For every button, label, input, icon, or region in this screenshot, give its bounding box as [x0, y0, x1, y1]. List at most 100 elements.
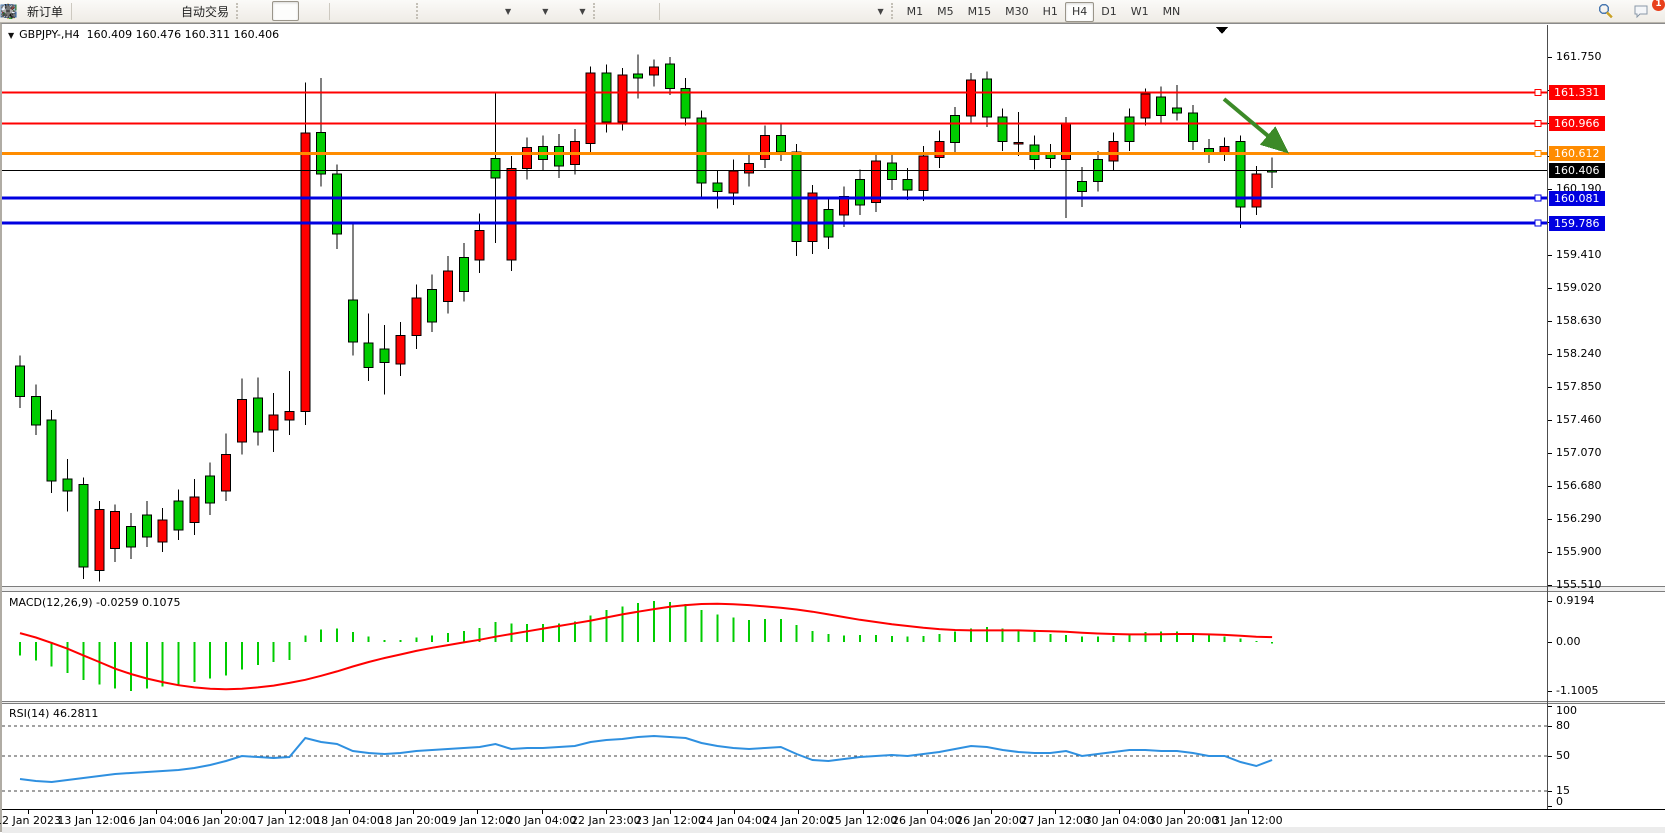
text-button[interactable]: A — [4, 1, 825, 21]
candlestick-icon — [2, 3, 294, 19]
price-level-badge: 160.612 — [1549, 145, 1605, 161]
rsi-panel[interactable] — [2, 704, 1547, 809]
period-button[interactable]: ▼ — [0, 1, 553, 21]
axis-tick — [1548, 584, 1552, 586]
timeframe-h1[interactable]: H1 — [1042, 5, 1058, 19]
toolbar-grip[interactable] — [890, 3, 896, 19]
toolbar-grip[interactable] — [416, 3, 421, 19]
timeframe-m15[interactable]: M15 — [967, 5, 992, 19]
add-indicator-button[interactable]: ▼ — [0, 1, 516, 21]
dropdown-caret: ▼ — [877, 6, 884, 16]
axis-tick — [1548, 518, 1552, 520]
svg-text:F: F — [11, 13, 15, 19]
axis-tick — [1548, 806, 1552, 807]
toolbar-grip[interactable] — [236, 3, 241, 19]
line-chart-button[interactable] — [0, 1, 326, 21]
axis-tick — [1548, 756, 1552, 757]
auto-trading-button[interactable]: 自动交易 — [1, 1, 234, 21]
vertical-line-button[interactable] — [7, 1, 690, 21]
chat-bubble-icon — [1634, 3, 1654, 19]
step-back-button[interactable] — [1, 1, 479, 21]
separator — [71, 2, 73, 20]
timeframe-w1[interactable]: W1 — [1130, 5, 1149, 19]
axis-tick-label: 0 — [1556, 795, 1563, 808]
time-tick — [349, 810, 350, 814]
axis-tick — [1548, 189, 1552, 190]
arrows-icon — [2, 3, 874, 19]
search-button[interactable] — [1597, 1, 1624, 21]
time-label: 16 Jan 04:00 — [121, 814, 192, 827]
time-tick — [541, 810, 543, 814]
time-label: 24 Jan 20:00 — [763, 814, 834, 827]
notifications-button[interactable]: 1 — [1632, 0, 1665, 21]
panel-splitter[interactable] — [2, 586, 1665, 592]
template-icon — [0, 3, 575, 19]
zoom-out-button[interactable] — [1, 1, 387, 21]
axis-tick-label: 156.680 — [1556, 478, 1602, 492]
time-label: 30 Jan 20:00 — [1148, 814, 1219, 827]
window-icon — [0, 3, 124, 19]
time-tick — [413, 810, 415, 814]
time-tick — [28, 810, 29, 814]
fibonacci-button[interactable]: F — [1, 1, 798, 21]
price-axis-border — [1547, 25, 1548, 827]
step-forward-button[interactable] — [1, 1, 452, 21]
market-watch-button[interactable] — [0, 1, 102, 21]
symbol-period-label: GBPJPY-,H4 — [19, 28, 80, 41]
tile-windows-button[interactable] — [0, 1, 414, 21]
bar-chart-button[interactable] — [1, 1, 272, 21]
price-axis[interactable]: 161.750161.360160.970160.580160.190159.8… — [1548, 25, 1665, 827]
arrows-button[interactable]: ▼ — [2, 1, 889, 21]
time-axis[interactable]: 12 Jan 2023 13 Jan 12:00 16 Jan 04:00 16 Ja… — [0, 809, 1665, 827]
time-tick — [1055, 810, 1057, 814]
text-label-icon: T — [1, 3, 847, 19]
time-tick — [1247, 810, 1249, 814]
macd-panel[interactable] — [2, 593, 1547, 701]
price-level-badge: 160.966 — [1549, 115, 1605, 131]
channel-button[interactable]: E — [0, 1, 771, 21]
toolbar-grip[interactable] — [592, 3, 598, 19]
axis-tick — [1548, 791, 1552, 792]
zoom-in-icon — [1, 3, 355, 19]
time-label: 26 Jan 04:00 — [891, 814, 962, 827]
axis-tick — [1548, 706, 1552, 707]
window-menu-icon[interactable]: ▼ — [8, 31, 15, 40]
horizontal-line-button[interactable] — [1, 1, 717, 21]
annotation-arrow — [1222, 97, 1290, 154]
timeframe-d1[interactable]: D1 — [1101, 5, 1117, 19]
time-label: 18 Jan 04:00 — [314, 814, 384, 827]
trendline-button[interactable] — [1, 1, 744, 21]
ohlc-values: 160.409 160.476 160.311 160.406 — [86, 28, 280, 41]
cursor-button[interactable] — [5, 1, 629, 21]
text-label-button[interactable]: T — [1, 1, 852, 21]
time-tick — [220, 810, 222, 814]
axis-tick-label: 15 — [1556, 784, 1570, 797]
timeframe-group: M1 M5 M15 M30 H1 H4 D1 W1 MN — [900, 0, 1188, 22]
signal-button[interactable] — [1, 1, 156, 21]
dropdown-caret: ▼ — [542, 6, 549, 16]
svg-text:E: E — [11, 12, 15, 19]
candlestick-chart-button[interactable] — [2, 1, 300, 21]
timeframe-mn[interactable]: MN — [1162, 5, 1181, 19]
rsi-label: RSI(14) 46.2811 — [9, 707, 99, 720]
price-chart[interactable] — [2, 25, 1547, 585]
timeframe-m1[interactable]: M1 — [906, 5, 924, 19]
line-chart-icon — [0, 3, 321, 19]
time-label: 17 Jan 12:00 — [249, 814, 320, 827]
zoom-in-button[interactable] — [1, 1, 360, 21]
axis-tick-label: 155.510 — [1556, 577, 1602, 591]
timeframe-m30[interactable]: M30 — [1005, 5, 1029, 19]
timeframe-m5[interactable]: M5 — [937, 5, 954, 19]
chart-play-icon — [1, 3, 447, 19]
timeframe-h4[interactable]: H4 — [1064, 1, 1095, 22]
fibonacci-icon: F — [1, 3, 793, 19]
crosshair-button[interactable] — [1, 1, 656, 21]
axis-tick — [1548, 485, 1552, 487]
dropdown-caret: ▼ — [505, 6, 512, 16]
panel-splitter[interactable] — [2, 701, 1665, 704]
time-tick — [798, 810, 800, 814]
time-label: 24 Jan 04:00 — [699, 814, 770, 827]
template-button[interactable]: ▼ — [0, 1, 590, 21]
navigator-button[interactable] — [0, 1, 129, 21]
axis-tick-label: 50 — [1556, 749, 1570, 762]
